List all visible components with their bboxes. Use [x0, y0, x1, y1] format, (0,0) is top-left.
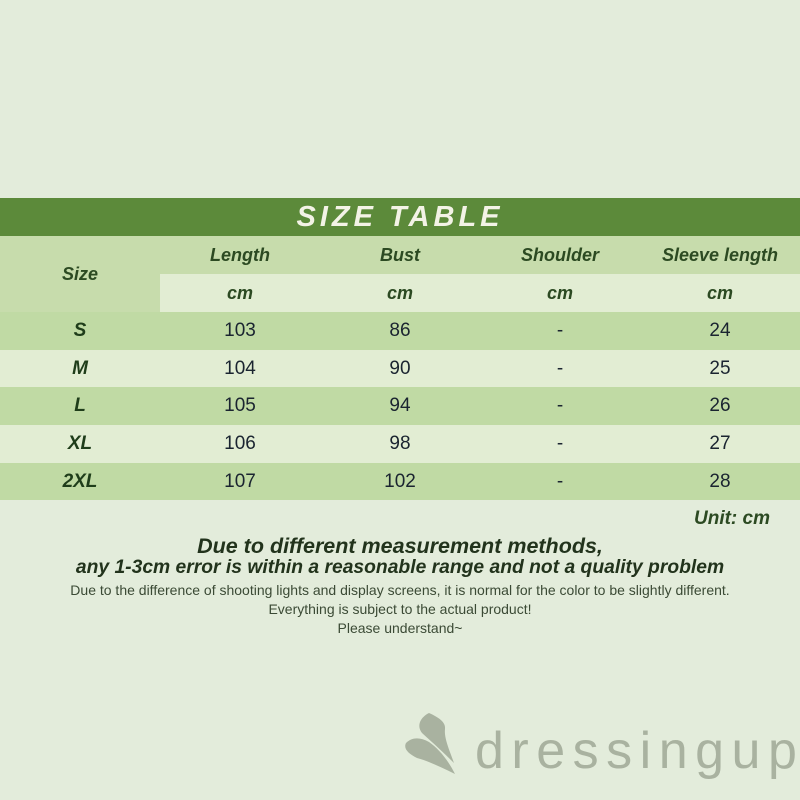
svg-text:dressingup: dressingup	[475, 722, 800, 780]
